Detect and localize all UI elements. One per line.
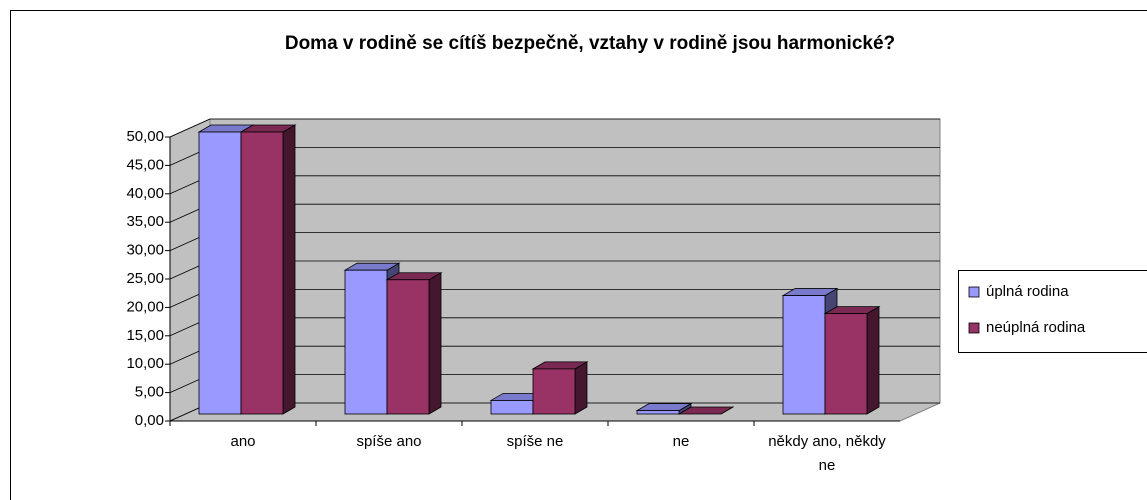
bar [782,295,826,415]
y-tick-label: 50,00 [126,128,164,145]
bar [386,279,430,415]
legend-swatch [968,322,980,334]
bar [240,131,284,415]
legend [958,270,1147,353]
bar [824,313,868,415]
x-tick-label: někdy ano, někdy ne [768,433,886,474]
bar-side [574,361,588,415]
legend-swatch [968,286,980,298]
y-tick-label: 25,00 [126,270,164,287]
bar [532,368,576,415]
bar [636,410,680,415]
bar [198,131,242,415]
y-tick-label: 20,00 [126,298,164,315]
y-tick-label: 15,00 [126,327,164,344]
y-tick-label: 5,00 [135,384,164,401]
y-tick-label: 35,00 [126,213,164,230]
x-tick-label: ano [230,433,256,450]
y-tick-label: 40,00 [126,185,164,202]
bar-side [428,272,442,415]
grid-line [169,118,211,138]
bar [490,400,534,415]
x-tick-label: ne [672,433,690,450]
bar-side [866,305,880,415]
y-tick-label: 0,00 [135,412,164,429]
y-tick-label: 30,00 [126,242,164,259]
legend-label: úplná rodina [986,283,1069,300]
x-tick-label: spíše ano [356,433,422,450]
bar-top [677,406,735,415]
chart-title: Doma v rodině se cítíš bezpečně, vztahy … [284,33,896,54]
y-tick-label: 45,00 [126,156,164,173]
bar [344,269,388,415]
bar-side [282,124,296,415]
x-tick-label: spíše ne [506,433,564,450]
y-tick-label: 10,00 [126,355,164,372]
legend-label: neúplná rodina [986,319,1086,336]
